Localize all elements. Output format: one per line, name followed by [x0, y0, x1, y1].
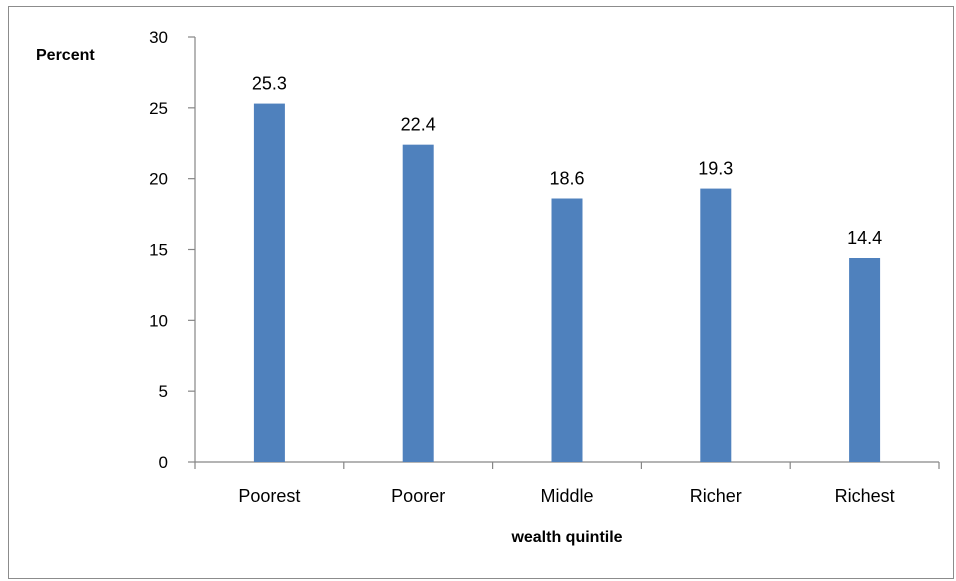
- data-label-richer: 19.3: [698, 159, 733, 179]
- y-tick-label: 25: [149, 99, 168, 118]
- data-label-richest: 14.4: [847, 228, 882, 248]
- bar-poorest: [253, 103, 285, 462]
- bar-richer: [700, 188, 732, 463]
- category-label-richest: Richest: [835, 486, 895, 506]
- chart-frame: [8, 6, 954, 579]
- y-ticks: 0 5 10 15 20 25 30: [149, 28, 195, 472]
- y-tick-label: 30: [149, 28, 168, 47]
- category-label-middle: Middle: [540, 486, 593, 506]
- bars: [253, 103, 881, 463]
- x-ticks: [194, 462, 940, 469]
- y-tick-label: 10: [149, 311, 168, 330]
- y-axis-title: Percent: [36, 47, 95, 64]
- y-tick-label: 0: [159, 453, 168, 472]
- data-labels: 25.3 22.4 18.6 19.3 14.4: [252, 74, 882, 248]
- y-tick-label: 5: [159, 382, 168, 401]
- category-label-richer: Richer: [690, 486, 742, 506]
- category-labels: Poorest Poorer Middle Richer Richest: [238, 486, 894, 506]
- data-label-poorest: 25.3: [252, 74, 287, 94]
- x-axis-title: wealth quintile: [510, 529, 622, 546]
- bar-poorer: [402, 144, 434, 462]
- bar-middle: [551, 198, 583, 462]
- y-tick-label: 15: [149, 241, 168, 260]
- data-label-middle: 18.6: [549, 169, 584, 189]
- category-label-poorer: Poorer: [391, 486, 445, 506]
- y-tick-label: 20: [149, 170, 168, 189]
- bar-richest: [849, 258, 881, 462]
- data-label-poorer: 22.4: [401, 115, 436, 135]
- category-label-poorest: Poorest: [238, 486, 300, 506]
